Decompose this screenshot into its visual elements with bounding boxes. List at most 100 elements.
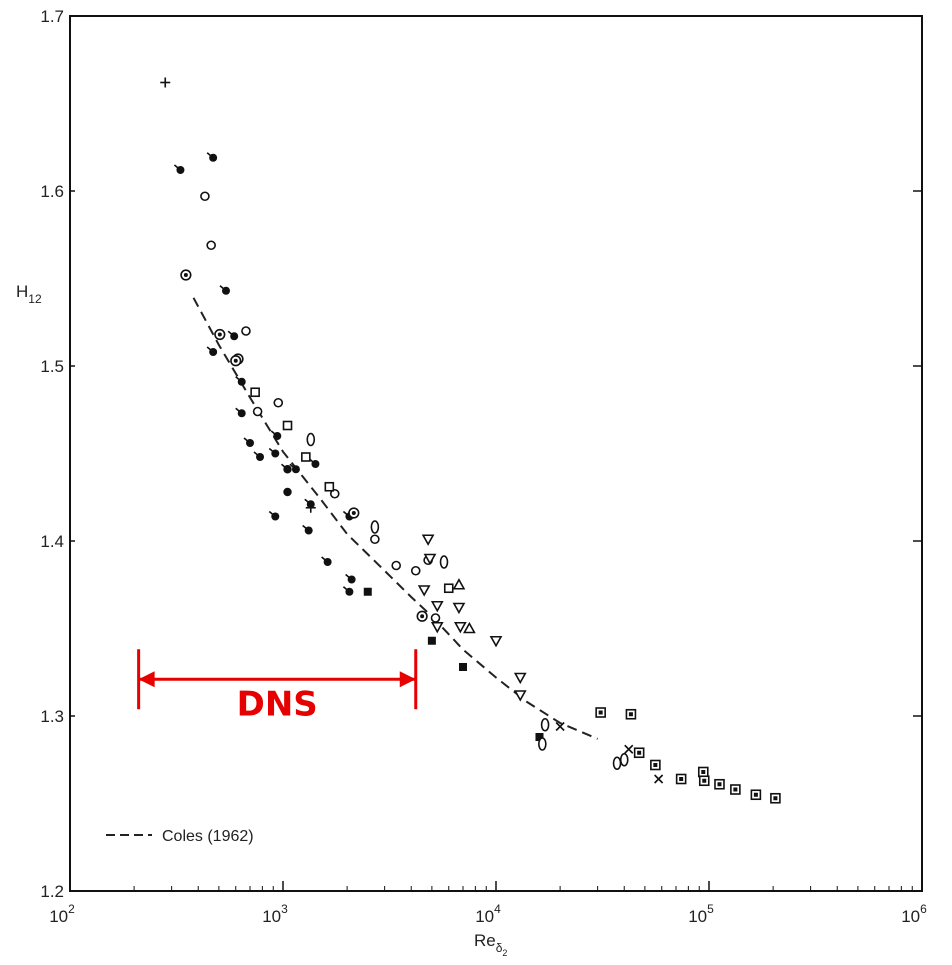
data-point — [206, 152, 218, 162]
data-point — [321, 556, 332, 566]
data-point — [714, 778, 725, 790]
point-dot — [653, 763, 658, 767]
point-square — [301, 452, 311, 462]
data-point — [654, 774, 664, 784]
data-point — [555, 721, 565, 732]
point-square — [250, 387, 260, 398]
data-point — [160, 77, 171, 88]
data-point — [227, 330, 239, 341]
data-point — [513, 690, 527, 702]
legend-entry-label: Coles (1962) — [162, 828, 254, 845]
point-dot — [773, 796, 778, 801]
point-dot — [283, 465, 292, 474]
point-diamond — [619, 752, 629, 767]
x-tick-label: 106 — [901, 902, 927, 926]
data-point — [219, 285, 230, 295]
point-flag — [342, 586, 350, 593]
data-point — [241, 326, 251, 336]
point-dot — [598, 710, 603, 715]
point-square — [282, 420, 293, 431]
point-flag — [304, 498, 312, 505]
point-flag — [219, 285, 227, 292]
data-point — [430, 600, 444, 613]
point-dot — [217, 332, 222, 337]
data-point — [427, 636, 436, 645]
data-point — [305, 502, 316, 513]
point-flag — [302, 524, 310, 532]
point-triangle — [430, 621, 444, 634]
point-diamond — [538, 737, 547, 751]
point-ring — [410, 565, 421, 576]
point-flag — [268, 447, 276, 455]
data-point — [430, 621, 444, 634]
data-point — [750, 789, 762, 801]
data-point — [308, 458, 320, 468]
point-cross-b — [654, 774, 664, 784]
point-flag — [345, 573, 353, 581]
point-cross-b — [624, 744, 634, 754]
data-points — [160, 77, 781, 804]
data-point — [650, 759, 661, 771]
data-point — [206, 240, 216, 251]
point-ring — [430, 613, 441, 623]
point-square — [324, 481, 335, 492]
point-cross-b — [555, 721, 565, 732]
point-ring — [273, 397, 284, 408]
point-dot — [233, 358, 238, 363]
data-point — [230, 355, 242, 367]
point-flag — [268, 510, 276, 518]
dns-range-annotation: DNS — [137, 649, 418, 724]
data-point — [235, 376, 246, 386]
data-point — [430, 613, 441, 623]
data-point — [633, 747, 645, 759]
point-ring — [329, 488, 340, 499]
point-diamond — [439, 555, 449, 569]
data-point — [282, 420, 293, 431]
data-point — [443, 583, 454, 594]
data-point — [289, 463, 300, 474]
point-flag — [253, 451, 261, 458]
point-dot — [183, 273, 188, 277]
data-point — [250, 387, 260, 398]
point-triangle — [452, 578, 466, 590]
data-point — [625, 708, 637, 720]
point-dot — [717, 782, 722, 787]
data-point — [273, 397, 284, 408]
data-point — [306, 432, 316, 447]
data-point — [513, 672, 527, 685]
point-dot — [637, 750, 642, 755]
point-triangle — [417, 585, 431, 597]
point-dot — [753, 792, 758, 797]
point-flag — [206, 346, 214, 353]
reference-curve-layer — [192, 297, 598, 740]
x-tick-label: 102 — [49, 902, 75, 926]
point-dot — [351, 511, 356, 515]
x-tick-label: 105 — [688, 902, 714, 926]
data-point — [459, 663, 468, 671]
y-tick-label: 1.3 — [40, 707, 64, 726]
data-point — [730, 784, 741, 795]
data-point — [538, 737, 547, 751]
data-point — [342, 586, 354, 596]
point-dot — [701, 770, 706, 774]
data-point — [416, 610, 428, 622]
y-tick-label: 1.6 — [40, 182, 64, 201]
data-point — [268, 510, 280, 521]
point-diamond — [370, 520, 380, 534]
data-point — [173, 164, 185, 174]
x-axis-label: Reδ2 — [474, 931, 507, 958]
data-point — [180, 269, 192, 281]
point-diamond — [540, 717, 550, 732]
point-flag — [235, 407, 243, 414]
point-ring — [252, 406, 263, 417]
data-point — [698, 775, 710, 787]
data-point — [489, 635, 503, 648]
data-point — [675, 773, 687, 785]
point-triangle — [430, 600, 444, 613]
point-ring — [391, 560, 402, 571]
y-tick-label: 1.2 — [40, 882, 64, 901]
point-square — [363, 587, 372, 596]
data-point — [329, 488, 340, 499]
y-tick-label: 1.4 — [40, 532, 64, 551]
data-point — [612, 756, 622, 771]
